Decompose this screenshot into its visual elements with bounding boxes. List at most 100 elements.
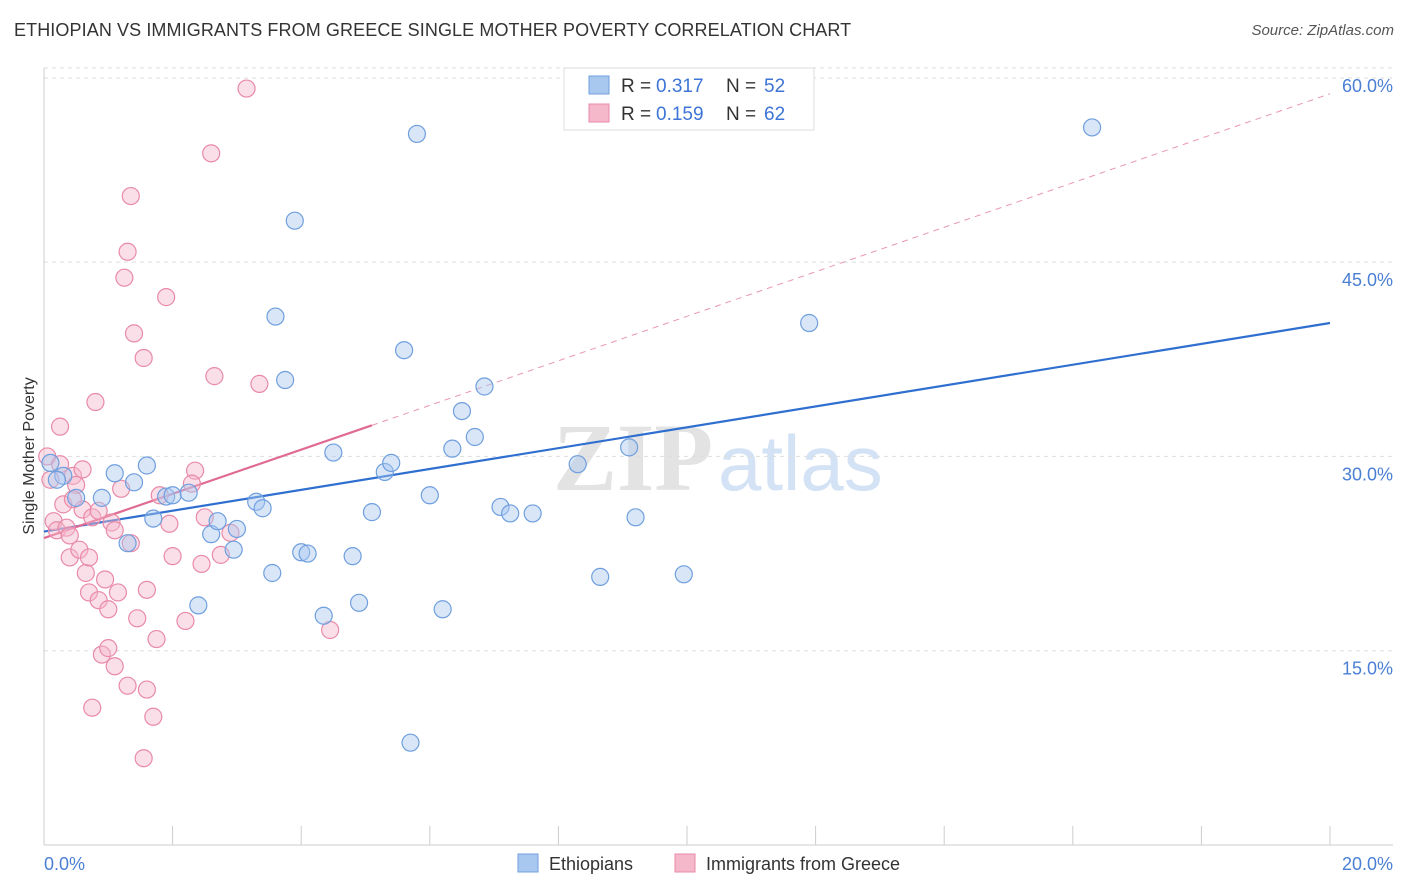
y-tick-label-45: 45.0% [1342,270,1393,290]
ethiopians-point-48 [674,565,693,584]
greece-point-15 [86,392,105,412]
ethiopians-point-39 [465,427,484,447]
ethiopians-point-32 [394,341,414,360]
ethiopians-point-49 [800,313,819,333]
greece-point-31 [144,707,163,726]
ethiopians-point-25 [314,606,333,625]
ethiopians-point-30 [375,462,394,482]
greece-point-58 [192,554,211,574]
ethiopians-point-43 [523,504,542,523]
gridlines [44,67,1393,652]
greece-point-40 [205,367,224,386]
ethiopians-point-3 [92,488,111,507]
ethiopians-point-45 [591,567,610,586]
legend-n-label-2: N = [726,104,756,125]
bottom-legend-swatch-greece [674,853,696,873]
x-tick-label-min: 0.0% [44,854,85,874]
greece-point-36 [176,611,195,631]
greece-point-13 [79,583,99,602]
ethiopians-point-0 [41,453,60,473]
y-axis-tick-labels: 15.0% 30.0% 45.0% 60.0% [1342,76,1393,679]
ethiopians-point-22 [285,211,304,230]
greece-point-18 [95,570,115,589]
greece-point-33 [150,486,169,505]
greece-point-16 [89,591,108,610]
greece-point-27 [124,324,144,343]
greece-point-51 [73,460,92,479]
greece-point-12 [76,563,95,583]
ethiopians-point-20 [266,307,285,326]
ethiopians-point-31 [382,453,401,473]
greece-point-9 [67,475,86,495]
bottom-legend-swatch-ethiopians [517,853,539,873]
ethiopians-point-41 [491,497,510,517]
greece-point-59 [50,455,70,474]
greece-point-32 [147,629,166,649]
greece-point-61 [79,548,99,567]
greece-point-50 [60,526,79,545]
legend-n-value-1: 52 [764,76,785,97]
series-immigrants-from-greece [38,79,340,768]
greece-point-26 [121,186,140,206]
greece-point-43 [237,79,256,98]
ethiopians-point-4 [105,464,124,483]
ethiopians-point-29 [362,503,382,522]
bottom-legend-greece: Immigrants from Greece [706,854,900,874]
x-axis-ticks [43,826,1331,845]
bottom-legend-ethiopians: Ethiopians [549,854,633,874]
ethiopians-point-24 [298,544,317,563]
ethiopians-point-50 [1082,118,1102,137]
y-axis-label: Single Mother Poverty [21,377,38,534]
ethiopians-point-23 [292,543,311,562]
ethiopians-point-40 [475,377,494,396]
ethiopians-point-27 [343,547,362,566]
greece-point-34 [157,288,176,307]
ethiopians-point-15 [224,540,243,559]
trend-line-greece-extrapolated [371,93,1331,426]
ethiopians-point-42 [501,504,520,523]
ethiopians-point-51 [47,470,66,489]
ethiopians-point-26 [324,443,343,462]
legend-r-label-2: R = [621,104,651,125]
ethiopians-point-7 [144,509,163,528]
watermark-atlas: atlas [718,419,883,507]
ethiopians-point-9 [157,487,176,506]
bottom-legend: Ethiopians Immigrants from Greece [517,853,900,874]
ethiopians-point-16 [227,519,246,539]
greece-point-46 [83,698,102,717]
trend-line-ethiopians [43,321,1331,533]
ethiopians-point-14 [208,512,227,531]
legend-r-value-1: 0.317 [656,76,704,97]
greece-point-56 [163,547,182,566]
greece-point-17 [92,645,111,664]
ethiopians-point-44 [568,455,587,474]
greece-point-53 [105,521,124,540]
ethiopians-point-36 [433,600,452,619]
greece-point-25 [118,242,137,261]
ethiopians-point-18 [253,499,272,518]
greece-point-44 [250,374,269,393]
watermark-zip: ZIP [553,404,713,511]
ethiopians-point-28 [349,593,369,612]
ethiopians-point-33 [401,733,420,752]
legend-n-value-2: 62 [764,104,785,125]
ethiopians-point-47 [626,508,645,527]
ethiopians-point-38 [452,401,472,421]
ethiopians-point-5 [124,473,144,492]
ethiopians-point-19 [263,563,282,583]
greece-point-10 [70,540,89,559]
ethiopians-point-35 [420,486,439,505]
chart-title: ETHIOPIAN VS IMMIGRANTS FROM GREECE SING… [14,20,852,40]
greece-point-19 [99,600,118,619]
ethiopians-point-10 [163,486,182,505]
greece-point-7 [60,548,79,567]
ethiopians-point-21 [276,370,295,390]
source-credit: Source: ZipAtlas.com [1251,22,1394,39]
greece-point-24 [115,268,134,287]
greece-point-14 [83,508,102,527]
y-tick-label-30: 30.0% [1342,464,1393,484]
legend-swatch-ethiopians [588,75,610,95]
greece-point-29 [134,348,153,368]
legend: R = 0.317 N = 52 R = 0.159 N = 62 [563,67,815,131]
